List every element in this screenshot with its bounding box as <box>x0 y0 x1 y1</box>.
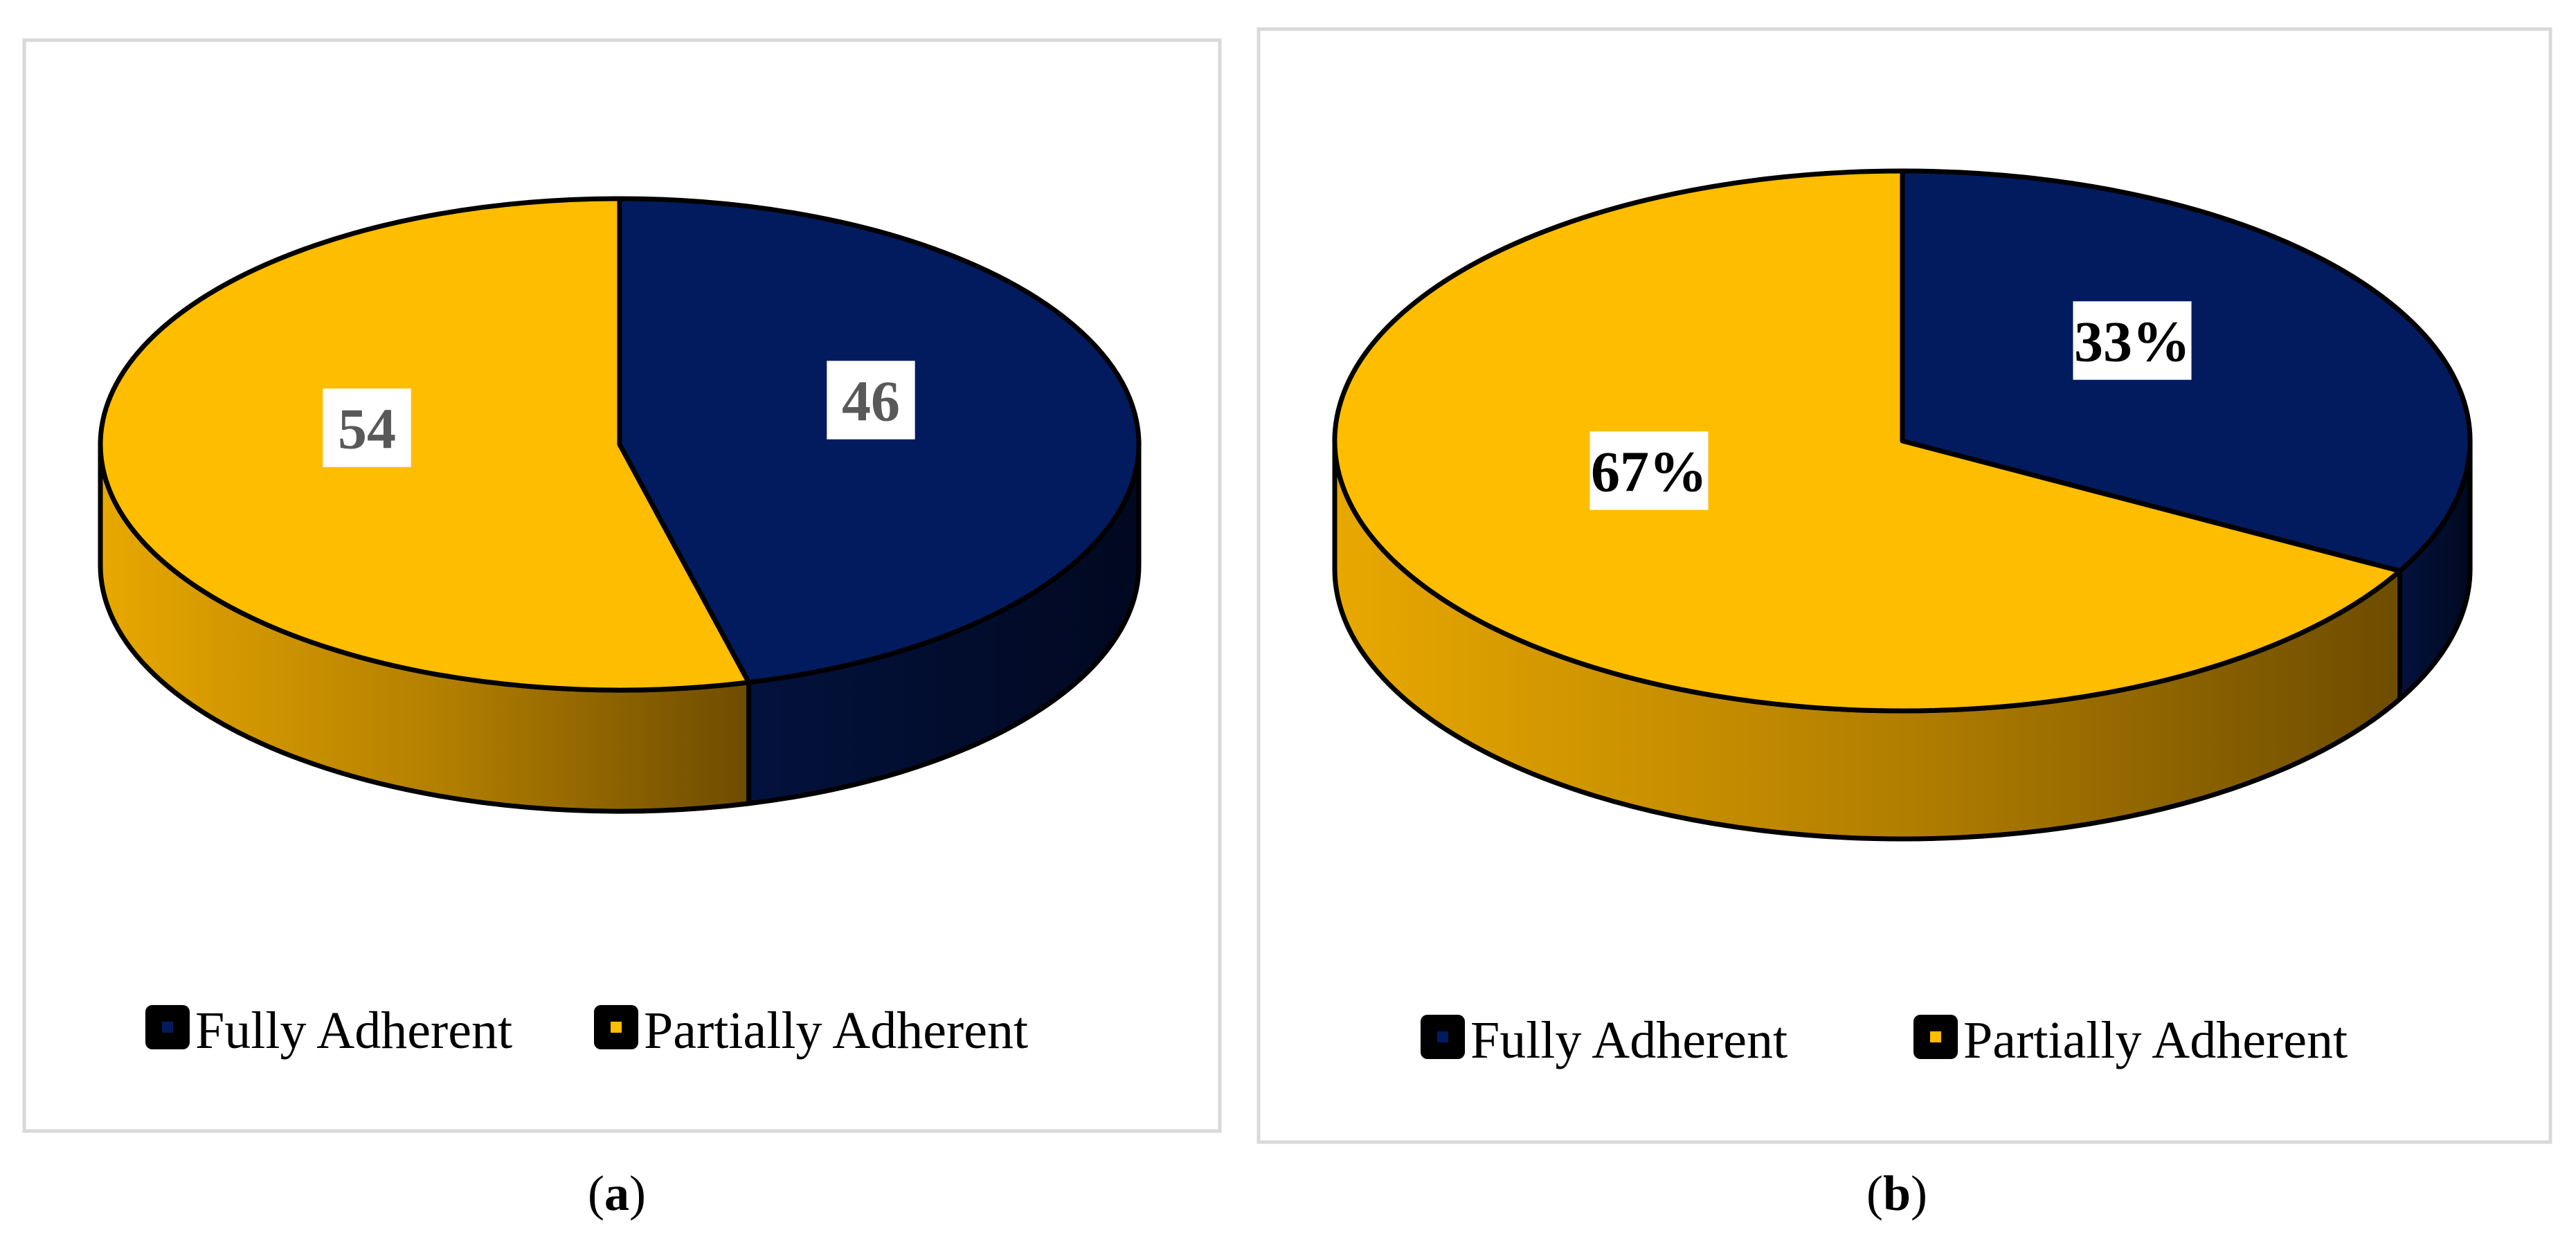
pie-slice-fully-adherent <box>617 196 1142 685</box>
data-label-text: 33% <box>2074 309 2190 374</box>
legend-item-fully-adherent: Fully Adherent <box>1421 1011 1787 1069</box>
caption-a-letter: a <box>604 1166 629 1221</box>
data-label-fully-adherent: 33% <box>2073 301 2192 380</box>
data-label-box <box>1589 431 1709 510</box>
data-label-box <box>2073 301 2192 380</box>
data-label-partially-adherent: 54 <box>323 388 411 467</box>
legend-swatch-partially-adherent <box>611 1022 622 1033</box>
caption-a: (a) <box>588 1166 646 1221</box>
legend-swatch-fully-adherent <box>1437 1031 1448 1042</box>
caption-a-close: ) <box>629 1166 646 1221</box>
panel-a: 46 54 Fully Adherent Partially Adherent <box>22 38 1222 1133</box>
legend-item-fully-adherent: Fully Adherent <box>145 1002 512 1060</box>
caption-b-letter: b <box>1883 1166 1911 1221</box>
data-label-box <box>827 361 915 440</box>
data-label-fully-adherent: 46 <box>827 361 915 440</box>
data-label-text: 54 <box>338 397 396 461</box>
data-label-text: 67% <box>1591 440 1707 504</box>
legend-item-partially-adherent: Partially Adherent <box>594 1002 1028 1060</box>
data-label-text: 46 <box>842 369 900 433</box>
legend-swatch-fully-adherent <box>162 1022 173 1033</box>
caption-b: (b) <box>1866 1166 1927 1221</box>
caption-a-open: ( <box>588 1166 604 1221</box>
panel-b: 33% 67% Fully Adherent Partially Adherent <box>1257 27 2552 1144</box>
legend-label: Partially Adherent <box>644 1002 1028 1060</box>
legend-label: Fully Adherent <box>1470 1011 1787 1069</box>
data-label-partially-adherent: 67% <box>1589 431 1709 510</box>
legend-swatch-partially-adherent <box>1930 1031 1941 1042</box>
legend-label: Partially Adherent <box>1963 1011 2348 1069</box>
caption-b-close: ) <box>1911 1166 1927 1221</box>
pie-slice-partially-adherent <box>1332 168 2403 714</box>
legend-label: Fully Adherent <box>195 1002 512 1060</box>
caption-b-open: ( <box>1866 1166 1883 1221</box>
pie-slice-partially-adherent <box>98 196 752 693</box>
data-label-box <box>323 388 411 467</box>
legend-item-partially-adherent: Partially Adherent <box>1913 1011 2348 1069</box>
